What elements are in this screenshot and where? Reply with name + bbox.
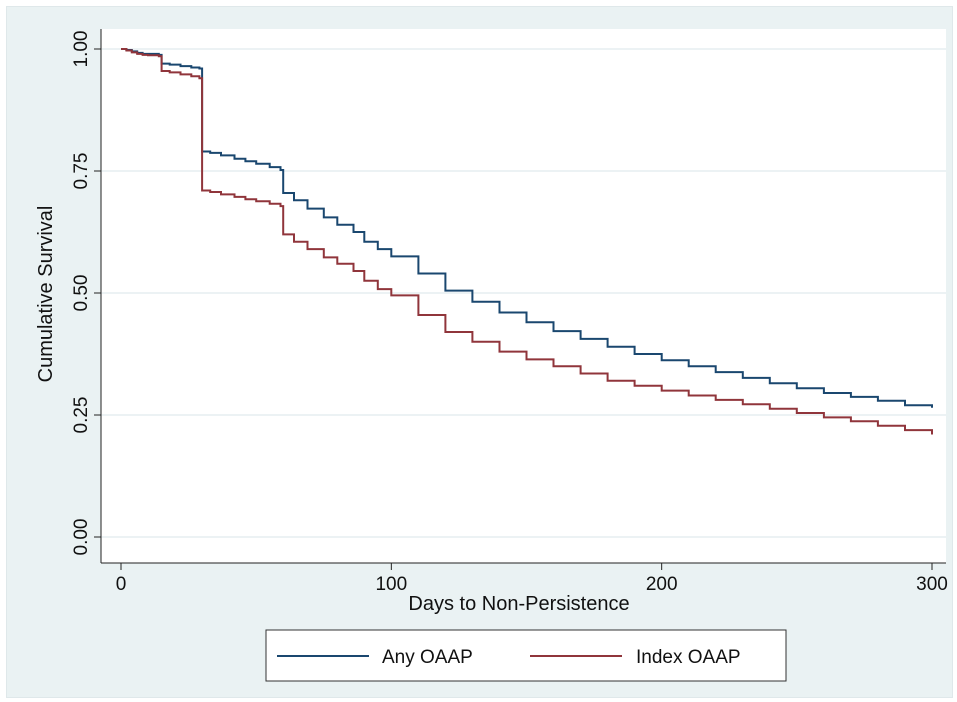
legend-label-any-oaap: Any OAAP	[382, 647, 473, 668]
x-tick-label: 300	[916, 574, 948, 595]
gridlines	[101, 48, 946, 538]
y-tick-label: 0.25	[71, 397, 92, 434]
y-axis-title: Cumulative Survival	[35, 206, 57, 383]
x-axis-title: Days to Non-Persistence	[408, 593, 629, 615]
y-tick-label: 0.00	[71, 519, 92, 556]
y-tick-label: 0.50	[71, 275, 92, 312]
axes: 0.00 0.25 0.50 0.75 1.00 0 100 200 300	[71, 29, 948, 595]
chart-frame: 0.00 0.25 0.50 0.75 1.00 0 100 200 300 Days to N…	[6, 6, 953, 698]
y-tick-label: 0.75	[71, 153, 92, 190]
legend-label-index-oaap: Index OAAP	[636, 647, 741, 668]
x-tick-label: 200	[646, 574, 678, 595]
series-line-any-oaap	[121, 48, 933, 408]
survival-chart: 0.00 0.25 0.50 0.75 1.00 0 100 200 300 Days to N…	[35, 29, 948, 682]
series-lines	[121, 48, 933, 435]
plot-area	[101, 29, 946, 563]
series-line-index-oaap	[121, 48, 933, 435]
legend: Any OAAP Index OAAP	[265, 629, 787, 682]
x-tick-label: 0	[116, 574, 127, 595]
y-tick-label: 1.00	[71, 31, 92, 68]
x-tick-label: 100	[375, 574, 407, 595]
